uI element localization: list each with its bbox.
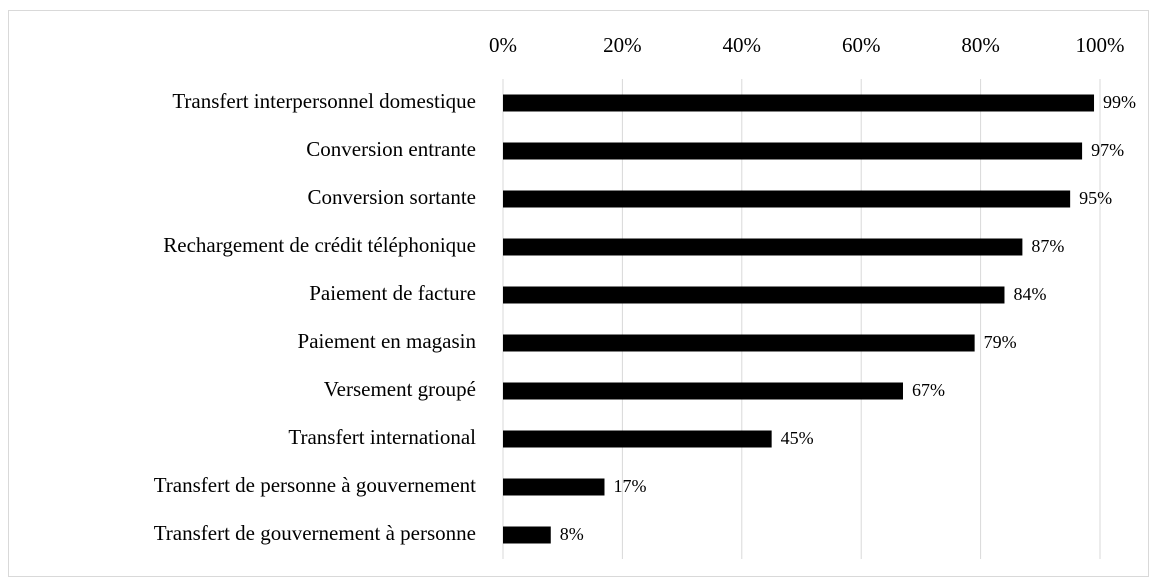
bar [503, 94, 1095, 112]
bar [503, 334, 975, 352]
x-tick-label: 0% [489, 33, 517, 57]
x-tick-label: 60% [842, 33, 881, 57]
value-label: 17% [613, 476, 646, 496]
bar [503, 382, 903, 400]
value-label: 99% [1103, 92, 1136, 112]
value-label: 8% [560, 524, 584, 544]
x-tick-label: 20% [603, 33, 642, 57]
bar [503, 142, 1083, 160]
value-label: 97% [1091, 140, 1124, 160]
x-tick-label: 80% [961, 33, 1000, 57]
value-label: 45% [781, 428, 814, 448]
y-tick-label: Paiement en magasin [298, 329, 477, 353]
bar [503, 286, 1005, 304]
y-tick-label: Transfert interpersonnel domestique [172, 89, 476, 113]
y-tick-label: Transfert international [288, 425, 476, 449]
y-tick-label: Transfert de personne à gouvernement [154, 473, 476, 497]
x-tick-label: 100% [1076, 33, 1125, 57]
y-tick-label: Rechargement de crédit téléphonique [163, 233, 476, 257]
y-tick-label: Paiement de facture [309, 281, 476, 305]
value-label: 95% [1079, 188, 1112, 208]
bar [503, 430, 772, 448]
bar [503, 478, 605, 496]
y-tick-label: Versement groupé [324, 377, 476, 401]
value-label: 67% [912, 380, 945, 400]
value-label: 84% [1013, 284, 1046, 304]
bar [503, 238, 1023, 256]
y-tick-label: Transfert de gouvernement à personne [154, 521, 476, 545]
y-tick-label: Conversion sortante [307, 185, 476, 209]
bar [503, 526, 551, 544]
value-label: 79% [984, 332, 1017, 352]
bar [503, 190, 1071, 208]
y-tick-label: Conversion entrante [306, 137, 476, 161]
x-tick-label: 40% [723, 33, 762, 57]
value-label: 87% [1031, 236, 1064, 256]
